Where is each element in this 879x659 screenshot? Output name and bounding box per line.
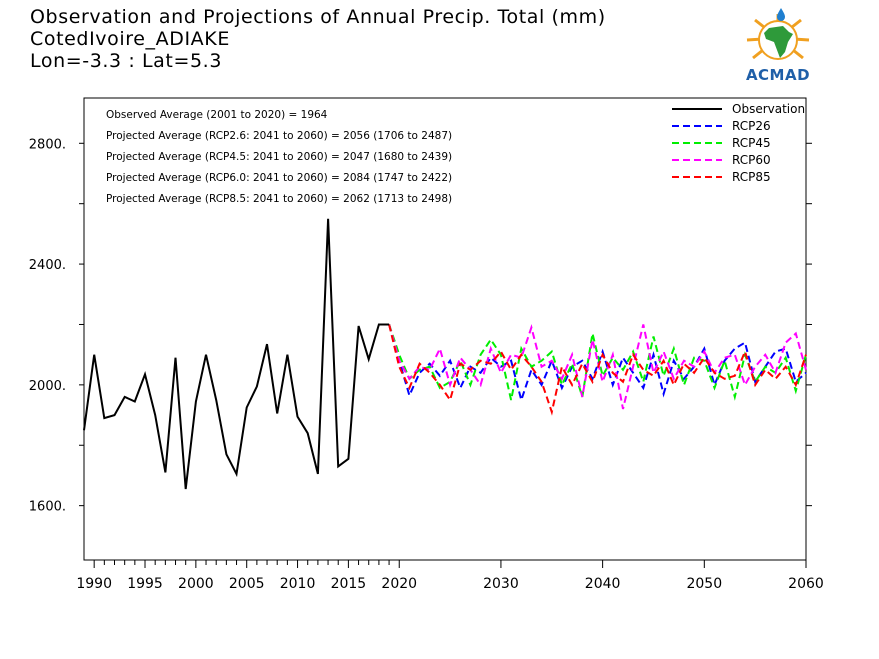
x-tick-label: 1990	[76, 576, 112, 592]
annotations: Observed Average (2001 to 2020) = 1964 Pr…	[106, 109, 452, 205]
x-tick-label: 2040	[585, 576, 621, 592]
y-tick-label: 2800.	[29, 137, 66, 152]
y-tick-label: 1600.	[29, 500, 66, 515]
acmad-logo: ACMAD	[733, 8, 823, 84]
plot-border	[83, 97, 807, 561]
plot-frame	[83, 97, 807, 561]
series-rcp60	[388, 323, 807, 410]
annotation-line: Observed Average (2001 to 2020) = 1964	[106, 109, 328, 121]
x-tick-label: 2050	[686, 576, 722, 592]
y-tick-label: 2400.	[29, 258, 66, 273]
x-axis: 1990 1995 2000 2005 2010 2015 2020 2030 2040 2050…	[76, 560, 824, 592]
logo-text: ACMAD	[745, 66, 811, 84]
x-tick-label: 2010	[280, 576, 316, 592]
y-tick-label: 2000.	[29, 379, 66, 394]
legend-label-rcp26: RCP26	[732, 119, 771, 133]
x-tick-label: 2015	[331, 576, 367, 592]
x-tick-label: 1995	[127, 576, 163, 592]
water-drop	[777, 8, 785, 21]
chart-title: Observation and Projections of Annual Pr…	[30, 6, 606, 28]
legend-label-rcp85: RCP85	[732, 170, 771, 184]
africa-shape	[764, 26, 793, 58]
y-axis: 1600. 2000. 2400. 2800.	[29, 137, 812, 515]
legend-label-rcp45: RCP45	[732, 136, 771, 150]
annotation-line: Projected Average (RCP4.5: 2041 to 2060)…	[106, 151, 452, 163]
annotation-line: Projected Average (RCP8.5: 2041 to 2060)…	[106, 193, 452, 205]
series-rcp85	[388, 324, 807, 416]
x-tick-label: 2060	[788, 576, 824, 592]
annotation-line: Projected Average (RCP6.0: 2041 to 2060)…	[106, 172, 452, 184]
series-layer	[83, 218, 807, 490]
africa-globe-icon	[746, 8, 810, 60]
coordinates: Lon=-3.3 : Lat=5.3	[30, 50, 223, 72]
x-tick-label: 2005	[229, 576, 265, 592]
legend: Observation RCP26 RCP45 RCP60 RCP85	[672, 102, 805, 184]
x-tick-label: 2000	[178, 576, 214, 592]
legend-label-observation: Observation	[732, 102, 805, 116]
x-tick-label: 2030	[483, 576, 519, 592]
legend-label-rcp60: RCP60	[732, 153, 771, 167]
annotation-line: Projected Average (RCP2.6: 2041 to 2060)…	[106, 130, 452, 142]
location-name: CotedIvoire_ADIAKE	[30, 28, 230, 50]
series-observation	[83, 218, 390, 490]
x-tick-label: 2020	[381, 576, 417, 592]
series-rcp26	[388, 324, 807, 404]
title-block: Observation and Projections of Annual Pr…	[30, 6, 606, 72]
